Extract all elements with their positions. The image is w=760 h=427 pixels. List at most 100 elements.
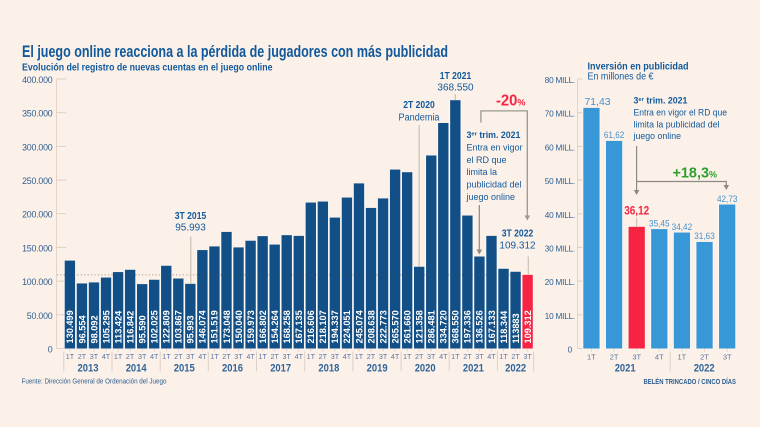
svg-text:151.519: 151.519 xyxy=(210,310,220,343)
svg-text:197.336: 197.336 xyxy=(463,310,473,343)
svg-text:4T: 4T xyxy=(150,352,159,361)
svg-text:2T: 2T xyxy=(610,352,619,361)
svg-text:3T: 3T xyxy=(475,352,484,361)
svg-text:167.135: 167.135 xyxy=(294,310,304,343)
svg-text:250.000: 250.000 xyxy=(22,176,53,186)
svg-text:2T: 2T xyxy=(271,352,280,361)
svg-text:105.295: 105.295 xyxy=(101,310,111,343)
svg-text:70 MILL.: 70 MILL. xyxy=(545,110,575,119)
svg-text:286.481: 286.481 xyxy=(427,310,437,343)
svg-text:3T 2022: 3T 2022 xyxy=(502,229,534,240)
svg-text:En millones de €: En millones de € xyxy=(588,72,654,83)
svg-text:El juego online reacciona a la: El juego online reacciona a la pérdida d… xyxy=(22,43,448,61)
svg-text:60 MILL.: 60 MILL. xyxy=(545,143,575,152)
svg-text:1T: 1T xyxy=(403,352,412,361)
svg-text:300.000: 300.000 xyxy=(22,142,53,152)
svg-text:150.040: 150.040 xyxy=(234,310,244,343)
svg-text:2020: 2020 xyxy=(415,362,436,374)
svg-text:194.337: 194.337 xyxy=(330,310,340,343)
svg-text:0: 0 xyxy=(48,345,53,355)
svg-text:2022: 2022 xyxy=(694,362,715,374)
svg-text:113883: 113883 xyxy=(511,313,521,343)
svg-text:150.000: 150.000 xyxy=(22,243,53,253)
svg-text:1T: 1T xyxy=(210,352,219,361)
svg-text:154.264: 154.264 xyxy=(270,309,280,343)
svg-text:224.051: 224.051 xyxy=(342,310,352,343)
svg-text:10 MILL.: 10 MILL. xyxy=(545,312,575,321)
svg-text:2T: 2T xyxy=(415,352,424,361)
svg-text:3T: 3T xyxy=(427,352,436,361)
svg-text:BELÉN TRINCADO / CINCO DÍAS: BELÉN TRINCADO / CINCO DÍAS xyxy=(644,377,737,386)
svg-text:30 MILL.: 30 MILL. xyxy=(545,244,575,253)
svg-text:Entra en vigor el RD que: Entra en vigor el RD que xyxy=(634,108,728,118)
svg-text:4T: 4T xyxy=(439,352,448,361)
svg-text:1T: 1T xyxy=(307,352,316,361)
svg-text:103.867: 103.867 xyxy=(174,310,184,343)
svg-text:3T: 3T xyxy=(138,352,147,361)
svg-text:juego online: juego online xyxy=(633,131,681,141)
svg-text:109.312: 109.312 xyxy=(499,241,536,252)
svg-text:1T: 1T xyxy=(355,352,364,361)
svg-text:122.809: 122.809 xyxy=(162,310,172,343)
svg-text:168.258: 168.258 xyxy=(282,310,292,343)
svg-text:3er trim. 2021: 3er trim. 2021 xyxy=(634,96,688,106)
svg-text:2016: 2016 xyxy=(222,362,243,374)
svg-text:2T: 2T xyxy=(463,352,472,361)
svg-text:3T: 3T xyxy=(234,352,243,361)
svg-text:113.424: 113.424 xyxy=(113,310,123,344)
svg-text:95.590: 95.590 xyxy=(137,315,147,343)
svg-text:2022: 2022 xyxy=(505,362,526,374)
svg-text:216.606: 216.606 xyxy=(306,310,316,343)
svg-text:4T: 4T xyxy=(102,352,111,361)
svg-text:3T: 3T xyxy=(723,352,732,361)
svg-text:4T: 4T xyxy=(487,352,496,361)
svg-text:3T: 3T xyxy=(283,352,292,361)
svg-text:35,45: 35,45 xyxy=(649,218,670,229)
svg-text:109.312: 109.312 xyxy=(523,310,533,343)
svg-text:36,12: 36,12 xyxy=(624,205,649,217)
svg-text:245.074: 245.074 xyxy=(354,309,364,343)
svg-text:71,43: 71,43 xyxy=(585,97,611,108)
svg-text:3T: 3T xyxy=(379,352,388,361)
svg-text:80 MILL.: 80 MILL. xyxy=(545,76,575,85)
svg-text:368.550: 368.550 xyxy=(451,310,461,343)
svg-text:3T: 3T xyxy=(632,352,641,361)
svg-text:265.570: 265.570 xyxy=(390,310,400,343)
svg-text:2T: 2T xyxy=(511,352,520,361)
svg-text:100.000: 100.000 xyxy=(22,277,53,287)
svg-text:Pandemia: Pandemia xyxy=(399,112,440,123)
svg-text:173.048: 173.048 xyxy=(222,310,232,343)
svg-text:167.133: 167.133 xyxy=(487,310,497,343)
svg-text:102.025: 102.025 xyxy=(150,310,160,343)
svg-text:2T: 2T xyxy=(367,352,376,361)
svg-text:1T: 1T xyxy=(451,352,460,361)
svg-text:130.499: 130.499 xyxy=(65,310,75,343)
svg-text:4T: 4T xyxy=(343,352,352,361)
svg-text:3er trim. 2021: 3er trim. 2021 xyxy=(467,130,521,140)
svg-text:98.092: 98.092 xyxy=(89,315,99,343)
svg-text:146.074: 146.074 xyxy=(198,309,208,343)
svg-text:2017: 2017 xyxy=(270,362,291,374)
svg-text:+18,3%: +18,3% xyxy=(673,165,718,182)
svg-text:2021: 2021 xyxy=(463,362,484,374)
svg-text:2013: 2013 xyxy=(78,362,99,374)
svg-text:1T 2021: 1T 2021 xyxy=(440,71,472,82)
svg-text:34,42: 34,42 xyxy=(672,222,693,233)
svg-text:4T: 4T xyxy=(391,352,400,361)
svg-text:4T: 4T xyxy=(246,352,255,361)
svg-text:0: 0 xyxy=(568,346,573,355)
svg-text:el RD que: el RD que xyxy=(467,155,507,165)
svg-text:121.358: 121.358 xyxy=(415,310,425,343)
svg-text:136.526: 136.526 xyxy=(475,310,485,343)
svg-text:4T: 4T xyxy=(655,352,664,361)
svg-text:3T 2015: 3T 2015 xyxy=(175,211,207,222)
svg-text:166.802: 166.802 xyxy=(258,310,268,343)
svg-text:1T: 1T xyxy=(587,352,596,361)
svg-text:218.107: 218.107 xyxy=(318,310,328,343)
svg-text:20 MILL.: 20 MILL. xyxy=(545,278,575,287)
svg-text:juego online: juego online xyxy=(466,192,516,202)
svg-text:limita la: limita la xyxy=(467,167,498,177)
svg-text:2T: 2T xyxy=(126,352,135,361)
svg-text:50 MILL.: 50 MILL. xyxy=(545,177,575,186)
svg-text:334.720: 334.720 xyxy=(439,310,449,343)
